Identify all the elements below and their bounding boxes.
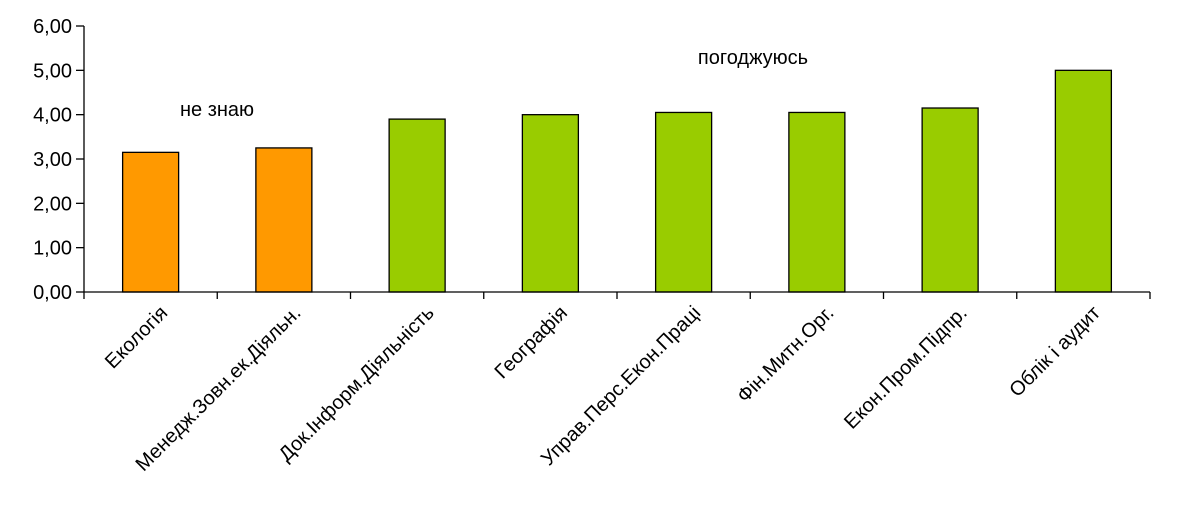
bar-2 xyxy=(255,147,313,293)
bar-6 xyxy=(788,111,846,293)
annotation-pogodzhuyus: погоджуюсь xyxy=(698,47,808,69)
x-axis: ЕкологіяМенедж.Зовн.ек.Діяльн.Док.Інформ… xyxy=(83,291,1151,476)
bar-8 xyxy=(1054,69,1113,293)
bar-7 xyxy=(921,107,979,293)
bars xyxy=(121,69,1113,293)
y-tick-label: 5,00 xyxy=(33,60,72,82)
x-category-label: Екологія xyxy=(101,302,172,373)
x-category-label: Док.Інформ.Діяльність xyxy=(275,302,439,466)
y-tick-label: 6,00 xyxy=(33,16,72,38)
y-tick-label: 3,00 xyxy=(33,149,72,171)
bar-5 xyxy=(654,111,713,293)
x-category-label: Облік і аудит xyxy=(1005,302,1105,402)
x-category-label: Географія xyxy=(491,302,572,383)
x-category-label: Фін.Митн.Орг. xyxy=(733,302,838,407)
bar-1 xyxy=(121,151,180,293)
bar-3 xyxy=(388,118,446,293)
annotation-ne-znayu: не знаю xyxy=(180,99,254,121)
y-tick-label: 1,00 xyxy=(33,238,72,260)
y-tick-label: 4,00 xyxy=(33,105,72,127)
bar-4 xyxy=(521,114,580,293)
y-axis: 0,00 1,00 2,00 3,00 4,00 5,00 6,00 xyxy=(33,16,85,304)
y-tick-label: 0,00 xyxy=(33,282,72,304)
x-category-label: Екон.Пром.Підпр. xyxy=(840,302,971,433)
y-tick-label: 2,00 xyxy=(33,193,72,215)
